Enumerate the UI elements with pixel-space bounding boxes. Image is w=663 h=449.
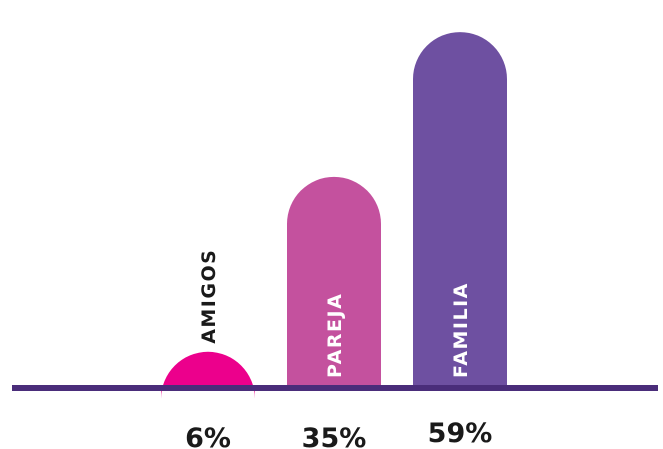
category-labels-group: AMIGOS PAREJA FAMILIA	[198, 249, 472, 378]
category-label-familia: FAMILIA	[450, 282, 472, 378]
category-label-amigos: AMIGOS	[198, 249, 220, 344]
value-label-amigos: 6%	[185, 423, 231, 449]
category-label-pareja: PAREJA	[324, 293, 346, 378]
bar-amigos	[161, 351, 255, 399]
value-labels-group: 6% 35% 59%	[185, 418, 492, 449]
bar-pareja	[287, 176, 381, 388]
bars-group	[161, 32, 507, 399]
value-label-familia: 59%	[428, 418, 493, 449]
value-label-pareja: 35%	[302, 423, 367, 449]
bar-familia	[413, 32, 507, 388]
